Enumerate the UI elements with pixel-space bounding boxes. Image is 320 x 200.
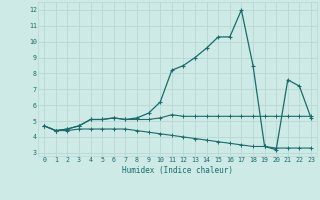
X-axis label: Humidex (Indice chaleur): Humidex (Indice chaleur) [122,166,233,175]
